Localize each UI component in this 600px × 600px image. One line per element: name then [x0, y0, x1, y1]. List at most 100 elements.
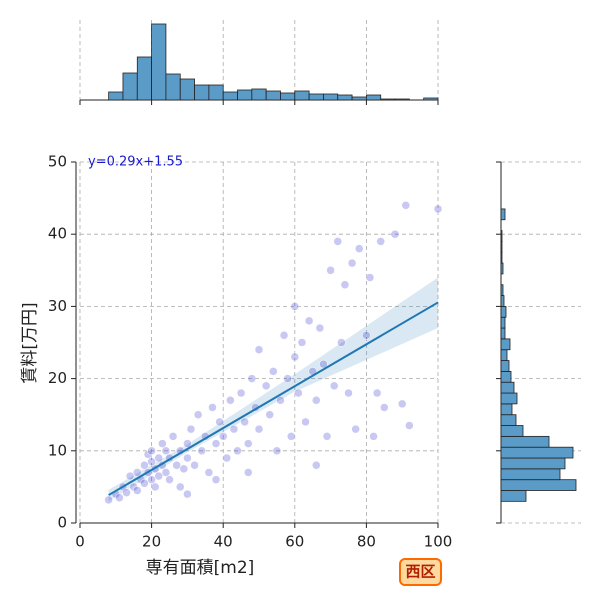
- point: [365, 273, 375, 282]
- point: [244, 468, 253, 477]
- point: [261, 381, 271, 391]
- point: [208, 403, 217, 412]
- point: [211, 475, 221, 484]
- point: [372, 388, 382, 398]
- point: [197, 446, 206, 456]
- top-hist-bar: [380, 98, 396, 101]
- point: [165, 475, 174, 484]
- top-hist-bar: [208, 84, 224, 101]
- point: [319, 359, 328, 369]
- point: [433, 204, 443, 214]
- point: [236, 388, 246, 398]
- point: [122, 488, 131, 497]
- top-hist-bar: [251, 88, 267, 101]
- point: [354, 244, 364, 253]
- y-tick-label: 20: [48, 369, 67, 387]
- point: [226, 396, 235, 405]
- point: [183, 453, 192, 463]
- right-hist-bar: [500, 262, 504, 275]
- point: [125, 471, 135, 481]
- top-hist-bar: [394, 98, 410, 101]
- point: [312, 396, 321, 405]
- x-tick-label: 40: [214, 533, 233, 551]
- badge-box: [399, 558, 442, 586]
- point: [290, 352, 300, 362]
- point: [158, 439, 167, 448]
- point: [179, 464, 189, 474]
- right-hist-bar: [500, 446, 574, 459]
- point: [337, 338, 346, 347]
- point: [269, 367, 278, 376]
- right-hist-bar: [500, 392, 518, 405]
- point: [211, 439, 221, 448]
- point: [147, 446, 156, 456]
- y-tick-label: 0: [57, 514, 67, 532]
- y-axis-label: 賃料[万円]: [20, 302, 40, 383]
- point: [161, 468, 171, 477]
- right-hist-bar: [500, 305, 507, 318]
- x-tick-label: 0: [75, 533, 85, 551]
- point: [347, 258, 357, 268]
- top-hist-bar: [294, 90, 310, 101]
- point: [344, 388, 353, 398]
- point: [161, 446, 171, 456]
- point: [233, 446, 242, 456]
- top-hist-bar: [323, 93, 339, 101]
- point: [272, 446, 282, 456]
- regression-label: y=0.29x+1.55: [88, 155, 183, 170]
- top-hist-bar: [237, 89, 253, 101]
- right-hist-bar: [500, 316, 506, 329]
- point: [240, 417, 249, 427]
- right-hist-bar: [500, 414, 517, 426]
- top-hist-bar: [351, 96, 367, 101]
- top-hist-bar: [265, 90, 281, 101]
- right-hist-bar: [500, 230, 503, 242]
- point: [376, 237, 385, 246]
- y-tick-label: 30: [48, 297, 67, 315]
- top-hist-bar: [165, 73, 181, 101]
- point: [333, 237, 343, 246]
- point: [190, 460, 199, 470]
- right-hist-bar: [500, 360, 510, 372]
- point: [133, 468, 142, 477]
- point: [405, 421, 414, 430]
- regression-line: [108, 301, 439, 496]
- point: [229, 424, 239, 434]
- point: [329, 381, 339, 391]
- top-hist-bar: [179, 78, 195, 101]
- point: [204, 468, 214, 477]
- point: [183, 489, 192, 499]
- point: [140, 460, 149, 470]
- right-hist-bar: [500, 370, 512, 383]
- right-hist-bar: [500, 435, 550, 448]
- top-hist-bar: [108, 91, 124, 101]
- right-hist-bar: [500, 284, 504, 296]
- right-hist-bar: [500, 349, 508, 361]
- right-hist-bar: [500, 457, 566, 470]
- right-hist-bar: [500, 468, 561, 481]
- point: [326, 266, 335, 275]
- point: [294, 388, 303, 398]
- y-tick-label: 10: [48, 441, 67, 459]
- point: [304, 316, 314, 326]
- right-hist-bar: [500, 479, 577, 491]
- point: [254, 424, 264, 434]
- point: [340, 280, 350, 289]
- point: [380, 403, 389, 412]
- point: [115, 493, 124, 502]
- point: [279, 331, 289, 340]
- point: [276, 396, 285, 405]
- badge: 西区: [405, 563, 435, 581]
- point: [265, 410, 274, 419]
- point: [254, 345, 264, 354]
- top-hist-bar: [308, 93, 324, 101]
- point: [322, 432, 332, 441]
- x-tick-label: 20: [142, 533, 161, 551]
- point: [369, 432, 378, 441]
- x-tick-label: 80: [357, 533, 376, 551]
- right-hist-bar: [500, 338, 511, 351]
- top-hist-bar: [194, 84, 210, 101]
- point: [183, 439, 192, 448]
- point: [290, 302, 300, 311]
- top-hist-bar: [337, 94, 353, 101]
